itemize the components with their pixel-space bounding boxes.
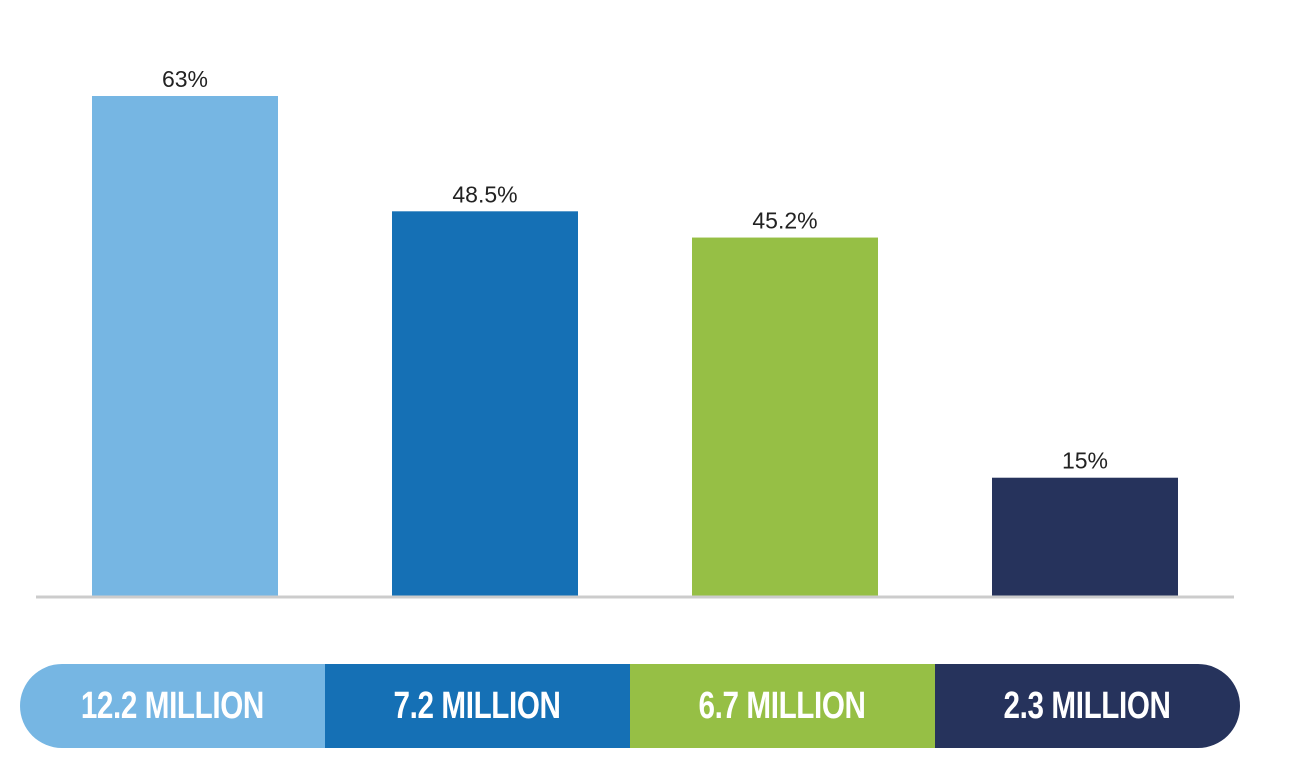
- bar-tv: [392, 211, 578, 598]
- totals-bar: 12.2 MILLION 7.2 MILLION 6.7 MILLION 2.3…: [20, 664, 1240, 748]
- total-radio-label: 6.7 MILLION: [699, 684, 866, 727]
- total-tv: 7.2 MILLION: [325, 664, 630, 748]
- value-label-tv: 48.5%: [452, 181, 517, 207]
- bars-group: [92, 96, 1178, 598]
- value-label-radio: 45.2%: [752, 208, 817, 234]
- total-internet: 12.2 MILLION: [20, 664, 325, 748]
- value-label-internet: 63%: [162, 66, 208, 92]
- bar-radio: [692, 237, 878, 598]
- bar-internet: [92, 96, 278, 597]
- total-internet-label: 12.2 MILLION: [80, 684, 265, 727]
- bar-chart: 63%48.5%45.2%15% InternetTVRadioNewspape…: [36, 66, 1234, 599]
- value-label-newspapers: 15%: [1062, 448, 1108, 474]
- total-radio: 6.7 MILLION: [630, 664, 935, 748]
- total-newspapers-label: 2.3 MILLION: [1004, 684, 1171, 727]
- total-newspapers: 2.3 MILLION: [935, 664, 1240, 748]
- value-labels-group: 63% 48.5% 45.2% 15%: [162, 66, 1108, 474]
- bar-newspapers: [992, 477, 1178, 597]
- total-tv-label: 7.2 MILLION: [394, 684, 561, 727]
